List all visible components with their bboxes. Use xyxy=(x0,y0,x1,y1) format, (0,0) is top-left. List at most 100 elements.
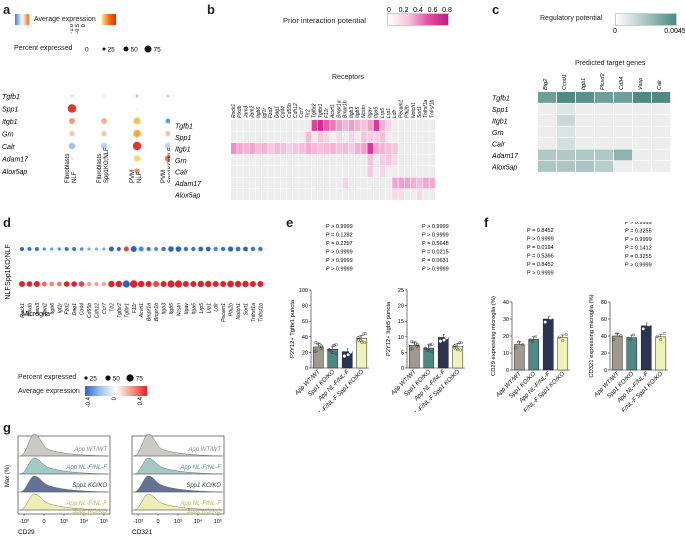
p-value: P = 0.5366 xyxy=(527,254,554,260)
p-value: P > 0.9999 xyxy=(326,224,353,230)
heatmap-cell xyxy=(231,131,237,143)
data-point xyxy=(423,346,427,350)
dot xyxy=(103,157,105,160)
heatmap-cell xyxy=(398,154,404,166)
panel-b-colorbar-ticks: 0 0.2 0.4 0.6 0.8 xyxy=(387,7,452,14)
heatmap-cell xyxy=(348,131,355,143)
dot xyxy=(134,168,140,174)
heatmap-cell xyxy=(355,131,361,143)
heatmap-cell xyxy=(367,166,373,177)
receptor-label: Lrp5 xyxy=(380,108,386,118)
dot xyxy=(234,280,242,288)
data-point xyxy=(357,335,361,339)
panel-c-letter: c xyxy=(492,2,500,17)
ligand-label: Adam17 xyxy=(175,181,202,188)
y-tick-label: 5 xyxy=(401,350,404,356)
heatmap-cell xyxy=(293,189,299,200)
dot xyxy=(63,281,70,287)
heatmap-cell xyxy=(348,177,355,189)
data-point xyxy=(655,334,659,338)
data-point xyxy=(561,339,565,343)
data-point xyxy=(612,337,616,341)
dot xyxy=(191,246,196,252)
p-value: P > 0.9999 xyxy=(326,250,353,256)
bar xyxy=(640,325,652,371)
heatmap-cell xyxy=(311,166,318,177)
heatmap-cell xyxy=(293,154,299,166)
size-legend-dot xyxy=(126,374,134,382)
heatmap-cell xyxy=(311,131,318,143)
data-point xyxy=(514,346,518,350)
receptor-label: Igf1r xyxy=(262,108,268,118)
y-tick-label: 80 xyxy=(302,304,308,310)
gene-label: Bmpr1a xyxy=(147,303,153,321)
data-point xyxy=(361,332,365,336)
heatmap-cell xyxy=(237,131,243,143)
y-tick-label: 100 xyxy=(299,288,308,294)
heatmap-cell xyxy=(231,177,237,189)
panel-b-letter: b xyxy=(207,2,215,17)
heatmap-cell xyxy=(423,131,429,143)
size-legend-label: 25 xyxy=(108,47,116,54)
heatmap-cell xyxy=(348,120,355,131)
heatmap-cell xyxy=(423,177,429,189)
heatmap-cell xyxy=(342,189,349,200)
heatmap-cell xyxy=(324,131,330,143)
data-point xyxy=(360,340,364,344)
heatmap-cell xyxy=(249,143,256,154)
heatmap-cell xyxy=(305,177,311,189)
heatmap-cell xyxy=(386,120,392,131)
group-label: Fibroblasts xyxy=(97,154,103,183)
dot xyxy=(165,118,170,124)
group-label: Spp1KO;NLF xyxy=(168,147,170,183)
p-value: P > 0.9999 xyxy=(527,237,554,243)
gene-label: Jam3 xyxy=(35,303,41,317)
gene-label: Calr xyxy=(2,144,16,151)
dot xyxy=(205,246,211,252)
p-value: P = 0.8452 xyxy=(527,262,554,268)
ligand-label: Tgfb1 xyxy=(175,124,193,131)
histogram-label: App NL-F/NL-F xyxy=(179,465,221,471)
heatmap-cell xyxy=(386,166,392,177)
heatmap-cell xyxy=(280,154,287,166)
panel-a-dotplot: Tgfb1 Spp1 Itgb1 Grn Calr Adam17 Alox5ap Fibrob… xyxy=(1,94,170,183)
heatmap-cell xyxy=(342,177,349,189)
heatmap-cell xyxy=(429,131,435,143)
dot xyxy=(205,280,212,288)
dot xyxy=(72,247,77,251)
heatmap-cell xyxy=(255,131,262,143)
data-point xyxy=(457,341,461,345)
legend-tick: 0.2 xyxy=(399,7,409,14)
dot xyxy=(101,118,107,124)
target-label: Btg2 xyxy=(543,79,549,90)
heatmap-cell xyxy=(392,131,398,143)
dot xyxy=(103,95,105,97)
heatmap-cell xyxy=(538,138,557,149)
panel-d-legend-title: Average expression xyxy=(18,388,80,395)
y-axis-label: CD29 expressing microglia (%) xyxy=(491,296,497,376)
x-tick-label: 10⁵ xyxy=(214,518,222,525)
heatmap-cell xyxy=(410,189,417,200)
dot xyxy=(133,129,141,138)
heatmap-cell xyxy=(373,189,380,200)
gene-label: Rock1 xyxy=(20,303,26,318)
gene-label: Ccr7 xyxy=(102,302,108,314)
histogram-label: App NL-F/NL-F xyxy=(65,501,107,507)
panel-f-letter: f xyxy=(484,215,489,230)
receptor-label: Tnfrsf1b xyxy=(429,99,435,118)
panel-c-colorbar xyxy=(615,13,677,26)
panel-b-legend-title: Prior interaction potential xyxy=(283,16,366,25)
heatmap-cell xyxy=(305,120,311,131)
receptor-label: Ldlr xyxy=(392,109,398,118)
heatmap-cell xyxy=(417,166,423,177)
gene-label: Itgb6 xyxy=(50,303,56,315)
heatmap-cell xyxy=(404,120,411,131)
dot xyxy=(71,281,77,287)
heatmap-cell xyxy=(237,154,243,166)
dot xyxy=(166,94,170,98)
data-point xyxy=(427,343,431,347)
dot xyxy=(212,281,219,287)
heatmap-cell xyxy=(595,149,614,161)
dot xyxy=(67,104,77,113)
receptor-label: Itga5 xyxy=(374,107,380,118)
